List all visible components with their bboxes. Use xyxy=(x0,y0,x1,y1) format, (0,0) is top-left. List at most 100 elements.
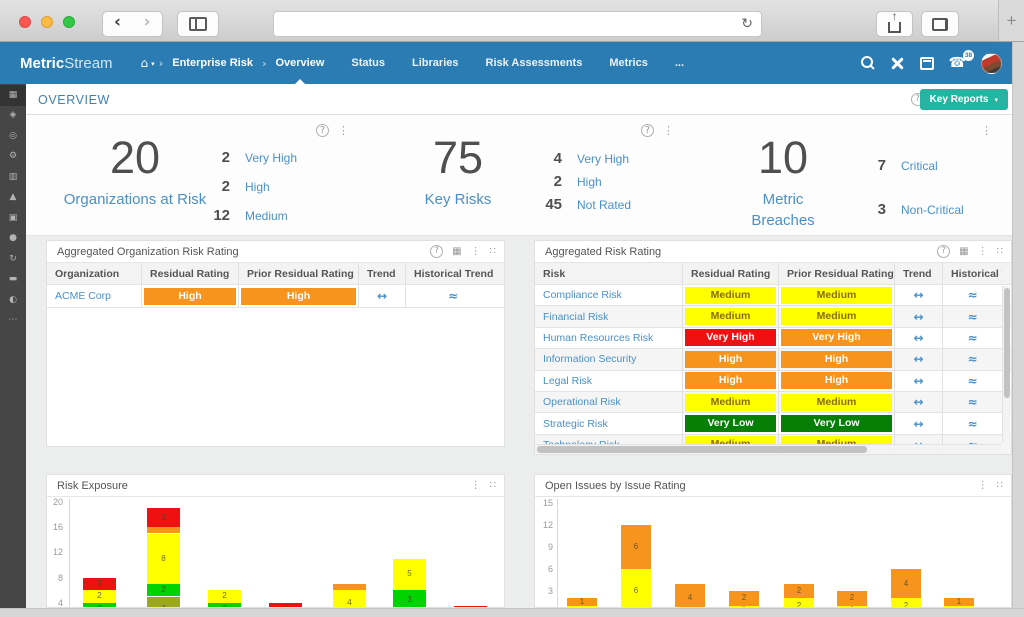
sidebar-item-10[interactable]: ▬ xyxy=(0,270,26,291)
menu-icon[interactable]: ⋮ xyxy=(338,124,349,137)
bar-segment[interactable]: 6 xyxy=(621,525,651,569)
grid-icon[interactable]: ▦ xyxy=(959,246,969,257)
bar-segment[interactable]: 8 xyxy=(147,533,180,584)
contact-icon[interactable]: ☎ 38 xyxy=(948,50,974,71)
bar-segment[interactable]: 2 xyxy=(83,577,116,591)
nav-item-risk-assessments[interactable]: Risk Assessments xyxy=(485,57,583,69)
breakdown-label[interactable]: Non-Critical xyxy=(901,203,964,217)
bar-segment[interactable]: 4 xyxy=(147,596,180,607)
bar-segment[interactable]: 3 xyxy=(393,590,426,607)
search-icon[interactable] xyxy=(860,56,875,70)
address-input[interactable] xyxy=(274,12,761,36)
tools-icon[interactable] xyxy=(890,56,905,71)
bar-segment[interactable]: 4 xyxy=(891,569,921,599)
calendar-icon[interactable] xyxy=(919,56,934,70)
menu-icon[interactable]: ⋮ xyxy=(977,246,988,257)
breadcrumb-item-overview[interactable]: Overview xyxy=(275,57,325,69)
bar-segment[interactable]: 2 xyxy=(891,598,921,607)
bar-segment[interactable]: 5 xyxy=(393,558,426,591)
bar-segment[interactable]: 1 xyxy=(729,604,759,607)
sidebar-item-3[interactable]: ◎ xyxy=(0,126,26,147)
organization-link[interactable]: ACME Corp xyxy=(55,290,112,302)
risk-link[interactable]: Financial Risk xyxy=(543,310,609,323)
bar-segment[interactable]: 1 xyxy=(454,606,487,607)
sidebar-item-8[interactable]: ● xyxy=(0,229,26,250)
breakdown-label[interactable]: Very High xyxy=(245,151,298,165)
nav-item-more[interactable]: ... xyxy=(674,57,685,69)
close-button[interactable] xyxy=(19,16,31,28)
bar-segment[interactable]: 2 xyxy=(208,602,241,607)
bar-segment[interactable]: 2 xyxy=(147,583,180,597)
risk-link[interactable]: Operational Risk xyxy=(543,396,621,409)
bar-segment[interactable]: 2 xyxy=(208,590,241,603)
vertical-scrollbar[interactable] xyxy=(1002,286,1010,443)
bar-segment[interactable] xyxy=(333,583,366,591)
menu-icon[interactable]: ⋮ xyxy=(663,124,674,137)
bar-segment[interactable]: 4 xyxy=(675,583,705,607)
breakdown-label[interactable]: High xyxy=(577,175,602,189)
home-menu[interactable]: ⌂ ▾ xyxy=(141,56,155,70)
forward-button[interactable]: › xyxy=(132,11,163,37)
breadcrumb-item-enterprise-risk[interactable]: Enterprise Risk xyxy=(172,57,253,69)
menu-icon[interactable]: ⋮ xyxy=(981,124,992,137)
risk-link[interactable]: Human Resources Risk xyxy=(543,331,654,344)
avatar[interactable] xyxy=(981,52,1002,74)
bar-segment[interactable]: 2 xyxy=(837,591,867,606)
minimize-button[interactable] xyxy=(41,16,53,28)
help-icon[interactable]: ? xyxy=(430,245,444,258)
bar-segment[interactable]: 1 xyxy=(944,597,974,606)
breakdown-label[interactable]: Very High xyxy=(577,152,630,166)
expand-icon[interactable]: ∷ xyxy=(489,480,496,491)
brand-logo[interactable]: MetricStream xyxy=(20,54,113,72)
key-reports-button[interactable]: Key Reports ▾ xyxy=(919,89,1008,110)
zoom-button[interactable] xyxy=(63,16,75,28)
help-icon[interactable]: ? xyxy=(316,124,329,137)
address-bar[interactable]: ↻ xyxy=(273,11,762,37)
bar-segment[interactable]: 4 xyxy=(333,590,366,607)
menu-icon[interactable]: ⋮ xyxy=(470,246,481,257)
bar-segment[interactable]: 2 xyxy=(729,591,759,606)
menu-icon[interactable]: ⋮ xyxy=(977,480,988,491)
scrollbar-thumb[interactable] xyxy=(1004,288,1010,398)
nav-item-metrics[interactable]: Metrics xyxy=(609,57,648,69)
nav-item-status[interactable]: Status xyxy=(351,57,386,69)
window-scrollbar-gutter[interactable] xyxy=(1012,42,1024,608)
show-tabs-button[interactable] xyxy=(921,11,959,37)
sidebar-item-7[interactable]: ▣ xyxy=(0,208,26,229)
grid-icon[interactable]: ▦ xyxy=(452,246,462,257)
breakdown-label[interactable]: Not Rated xyxy=(577,198,632,212)
sidebar-item-2[interactable]: ◈ xyxy=(0,106,26,127)
risk-link[interactable]: Legal Risk xyxy=(543,374,593,387)
menu-icon[interactable]: ⋮ xyxy=(470,480,481,491)
sidebar-item-6[interactable]: ▲ xyxy=(0,188,26,209)
sidebar-item-9[interactable]: ↻ xyxy=(0,249,26,270)
sidebar-item-5[interactable]: ▥ xyxy=(0,167,26,188)
share-button[interactable] xyxy=(876,9,913,37)
bar-segment[interactable]: 1 xyxy=(567,597,597,606)
sidebar-item-11[interactable]: ◐ xyxy=(0,290,26,311)
back-button[interactable]: ‹ xyxy=(102,11,133,37)
breakdown-label[interactable]: High xyxy=(245,180,270,194)
expand-icon[interactable]: ∷ xyxy=(489,246,496,257)
sidebar-toggle-button[interactable] xyxy=(177,11,219,37)
bar-segment[interactable]: 3 xyxy=(147,508,180,528)
breakdown-label[interactable]: Critical xyxy=(901,159,938,173)
sidebar-item-12[interactable]: ⋯ xyxy=(0,311,26,332)
scrollbar-thumb[interactable] xyxy=(537,446,867,453)
breakdown-label[interactable]: Medium xyxy=(245,209,288,223)
horizontal-scrollbar[interactable] xyxy=(536,444,1001,453)
bar-segment[interactable]: 2 xyxy=(83,602,116,607)
bar-segment[interactable] xyxy=(944,605,974,607)
bar-segment[interactable]: 1 xyxy=(837,604,867,607)
bar-segment[interactable]: 6 xyxy=(621,569,651,607)
expand-icon[interactable]: ∷ xyxy=(996,246,1003,257)
bar-segment[interactable] xyxy=(147,527,180,534)
help-icon[interactable]: ? xyxy=(937,245,951,258)
refresh-icon[interactable]: ↻ xyxy=(741,16,753,32)
bar-segment[interactable]: 2 xyxy=(269,602,302,607)
new-tab-button[interactable]: + xyxy=(998,0,1024,41)
risk-link[interactable]: Compliance Risk xyxy=(543,289,622,302)
risk-link[interactable]: Strategic Risk xyxy=(543,417,608,430)
sidebar-item-1[interactable]: ▦ xyxy=(0,85,26,106)
bar-segment[interactable]: 2 xyxy=(784,598,814,607)
